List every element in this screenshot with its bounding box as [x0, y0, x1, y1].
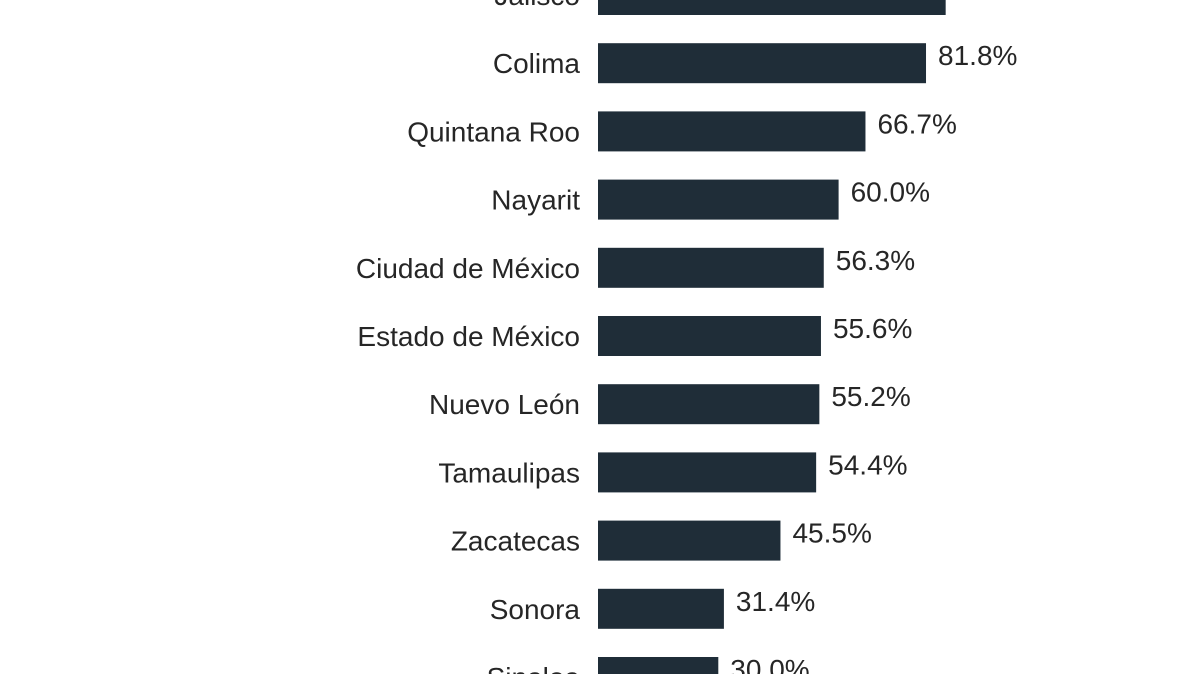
bar-nayarit — [598, 179, 839, 220]
bar-tamaulipas — [598, 452, 817, 493]
value-label: 56.3% — [836, 245, 915, 276]
bar-estado-de-méxico — [598, 316, 821, 356]
category-label: Ciudad de México — [356, 253, 580, 284]
category-label: Estado de México — [357, 321, 580, 352]
value-labels-group: 86.7% 81.8% 66.7% 60.0% 56.3% 55.6% 55.2% 54.4%… — [730, 0, 1037, 674]
value-label: 66.7% — [877, 108, 956, 139]
bar-sonora — [598, 588, 724, 629]
category-label: Sonora — [490, 594, 581, 625]
value-label: 55.6% — [833, 313, 912, 344]
category-label: Quintana Roo — [407, 116, 580, 147]
value-label: 60.0% — [851, 177, 930, 208]
bar-ciudad-de-méxico — [598, 247, 824, 288]
category-label: Sinaloa — [487, 662, 581, 674]
value-label: 54.4% — [828, 449, 907, 480]
category-label: Nuevo León — [429, 389, 580, 420]
value-label: 86.7% — [958, 0, 1037, 3]
category-label: Jalisco — [494, 0, 580, 11]
bar-sinaloa — [598, 657, 719, 674]
bar-quintana-roo — [598, 111, 866, 152]
value-label: 55.2% — [831, 381, 910, 412]
category-label: Zacatecas — [451, 526, 580, 557]
category-labels-group: Jalisco Colima Quintana Roo Nayarit Ciudad d… — [356, 0, 581, 674]
value-label: 31.4% — [736, 586, 815, 617]
category-label: Colima — [493, 48, 581, 79]
bars-group — [598, 0, 946, 674]
bar-zacatecas — [598, 520, 781, 561]
bar-nuevo-león — [598, 384, 820, 425]
category-label: Nayarit — [491, 185, 580, 216]
bar-colima — [598, 43, 927, 84]
value-label: 30.0% — [730, 654, 809, 674]
bar-jalisco — [598, 0, 946, 15]
value-label: 81.8% — [938, 40, 1017, 71]
value-label: 45.5% — [792, 518, 871, 549]
category-label: Tamaulipas — [438, 457, 580, 488]
